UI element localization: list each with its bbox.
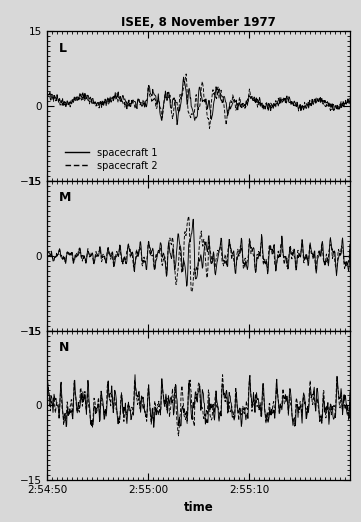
Title: ISEE, 8 November 1977: ISEE, 8 November 1977 — [121, 16, 276, 29]
X-axis label: time: time — [184, 501, 213, 514]
Text: M: M — [59, 192, 71, 205]
Text: N: N — [59, 341, 69, 354]
Text: L: L — [59, 42, 67, 55]
Legend: spacecraft 1, spacecraft 2: spacecraft 1, spacecraft 2 — [61, 144, 161, 174]
